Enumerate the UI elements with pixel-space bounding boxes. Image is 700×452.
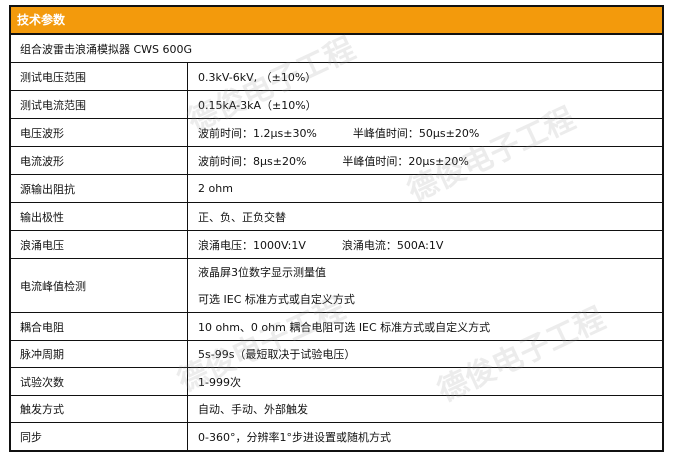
param-label: 电流峰值检测 — [11, 259, 188, 312]
param-label: 输出极性 — [11, 203, 188, 230]
param-value-cell: 波前时间：1.2μs±30% 半峰值时间：50μs±20% — [188, 119, 662, 146]
param-value: 5s-99s（最短取决于试验电压） — [198, 348, 356, 361]
product-name: 组合波雷击浪涌模拟器 CWS 600G — [20, 42, 193, 56]
table-row: 电流峰值检测 液晶屏3位数字显示测量值可选 IEC 标准方式或自定义方式 — [11, 259, 662, 313]
param-value: 液晶屏3位数字显示测量值 — [198, 266, 326, 279]
param-value-cell: 0-360°，分辨率1°步进设置或随机方式 — [188, 423, 662, 450]
param-value-cell: 0.3kV-6kV, （±10%） — [188, 63, 662, 90]
param-label: 浪涌电压 — [11, 231, 188, 258]
param-value-cell: 2 ohm — [188, 175, 662, 202]
param-label: 试验次数 — [11, 368, 188, 395]
table-row: 输出极性 正、负、正负交替 — [11, 203, 662, 231]
table-row: 电压波形 波前时间：1.2μs±30% 半峰值时间：50μs±20% — [11, 119, 662, 147]
param-value-cell: 自动、手动、外部触发 — [188, 396, 662, 422]
param-value-cell: 浪涌电压：1000V:1V 浪涌电流：500A:1V — [188, 231, 662, 258]
param-value-cell: 0.15kA-3kA（±10%） — [188, 91, 662, 118]
param-value: 2 ohm — [198, 182, 233, 195]
table-header: 技术参数 — [11, 7, 662, 35]
param-label: 电流波形 — [11, 147, 188, 174]
param-value-secondary: 浪涌电流：500A:1V — [341, 238, 444, 252]
param-label: 脉冲周期 — [11, 341, 188, 367]
param-label: 源输出阻抗 — [11, 175, 188, 202]
param-value: 10 ohm、0 ohm 耦合电阻可选 IEC 标准方式或自定义方式 — [198, 320, 491, 334]
table-row: 脉冲周期 5s-99s（最短取决于试验电压） — [11, 341, 662, 368]
table-row: 电流波形 波前时间：8μs±20% 半峰值时间：20μs±20% — [11, 147, 662, 175]
param-value: 自动、手动、外部触发 — [198, 403, 308, 416]
param-value: 0-360°，分辨率1°步进设置或随机方式 — [198, 430, 391, 444]
param-value: 1-999次 — [198, 375, 241, 389]
table-row: 源输出阻抗 2 ohm — [11, 175, 662, 203]
param-label: 同步 — [11, 423, 188, 450]
param-value-secondary: 半峰值时间：20μs±20% — [342, 154, 469, 168]
param-value: 0.15kA-3kA（±10%） — [198, 98, 317, 112]
table-row: 测试电压范围 0.3kV-6kV, （±10%） — [11, 63, 662, 91]
param-value-cell: 波前时间：8μs±20% 半峰值时间：20μs±20% — [188, 147, 662, 174]
table-row: 触发方式 自动、手动、外部触发 — [11, 396, 662, 423]
param-value-cell: 1-999次 — [188, 368, 662, 395]
table-row: 试验次数 1-999次 — [11, 368, 662, 396]
param-value-secondary: 可选 IEC 标准方式或自定义方式 — [198, 293, 355, 306]
param-label: 触发方式 — [11, 396, 188, 422]
param-label: 测试电压范围 — [11, 63, 188, 90]
table-row: 浪涌电压 浪涌电压：1000V:1V 浪涌电流：500A:1V — [11, 231, 662, 259]
spec-table: 技术参数 组合波雷击浪涌模拟器 CWS 600G 测试电压范围 0.3kV-6kV… — [9, 5, 664, 452]
product-row: 组合波雷击浪涌模拟器 CWS 600G — [11, 35, 662, 63]
table-row: 同步 0-360°，分辨率1°步进设置或随机方式 — [11, 423, 662, 450]
param-label: 耦合电阻 — [11, 313, 188, 340]
param-value: 正、负、正负交替 — [198, 210, 286, 224]
param-value-cell: 10 ohm、0 ohm 耦合电阻可选 IEC 标准方式或自定义方式 — [188, 313, 662, 340]
param-value: 波前时间：8μs±20% — [198, 154, 307, 168]
param-value-cell: 液晶屏3位数字显示测量值可选 IEC 标准方式或自定义方式 — [188, 259, 662, 312]
param-label: 电压波形 — [11, 119, 188, 146]
param-value-cell: 正、负、正负交替 — [188, 203, 662, 230]
param-label: 测试电流范围 — [11, 91, 188, 118]
param-value-secondary: 半峰值时间：50μs±20% — [352, 126, 480, 140]
table-row: 耦合电阻 10 ohm、0 ohm 耦合电阻可选 IEC 标准方式或自定义方式 — [11, 313, 662, 341]
param-value: 波前时间：1.2μs±30% — [198, 126, 317, 140]
param-value: 浪涌电压：1000V:1V — [198, 238, 306, 252]
table-row: 测试电流范围 0.15kA-3kA（±10%） — [11, 91, 662, 119]
param-value-cell: 5s-99s（最短取决于试验电压） — [188, 341, 662, 367]
param-value: 0.3kV-6kV, （±10%） — [198, 70, 317, 84]
